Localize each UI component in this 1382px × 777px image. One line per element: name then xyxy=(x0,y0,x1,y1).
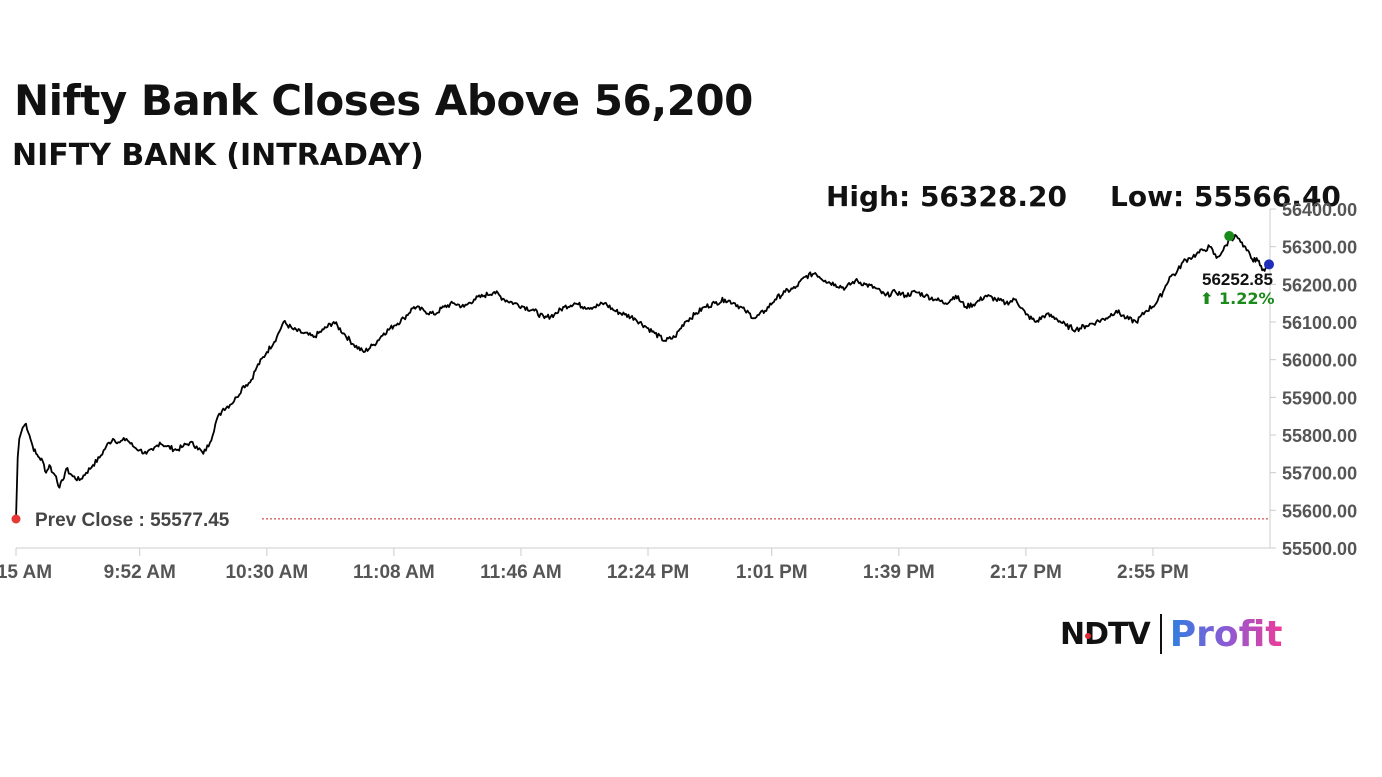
x-tick-label: 2:55 PM xyxy=(1117,562,1189,583)
y-tick-label: 55700.00 xyxy=(1282,464,1357,484)
x-tick-label: 1:01 PM xyxy=(736,562,808,583)
x-tick-label: 1:39 PM xyxy=(863,562,935,583)
y-tick-label: 56000.00 xyxy=(1282,351,1357,371)
y-axis-ticks: 56400.00 56300.00 56200.00 56100.00 56000.00… xyxy=(1270,200,1357,559)
logo-ndtv-wordmark: NDTV xyxy=(1060,616,1151,652)
chart-axes xyxy=(16,209,1271,549)
logo-divider xyxy=(1159,614,1162,654)
y-tick-label: 56400.00 xyxy=(1282,200,1357,220)
last-price-label: 56252.85 xyxy=(1202,270,1273,289)
x-tick-label: 11:08 AM xyxy=(353,562,435,583)
logo-profit-wordmark: Profit xyxy=(1169,613,1283,655)
ndtv-profit-logo: NDTV Profit xyxy=(1060,612,1282,656)
headline: Nifty Bank Closes Above 56,200 xyxy=(14,76,753,125)
x-tick-label: 9:15 AM xyxy=(0,562,52,583)
price-series-line xyxy=(15,233,1271,520)
y-tick-label: 55500.00 xyxy=(1282,539,1357,559)
x-tick-label: 9:52 AM xyxy=(104,562,176,583)
y-tick-label: 55600.00 xyxy=(1282,501,1357,521)
last-price-marker xyxy=(1264,259,1274,270)
logo-red-dot xyxy=(1085,632,1091,639)
day-high-label: High: 56328.20 xyxy=(826,180,1067,213)
x-axis-ticks: 9:15 AM 9:52 AM 10:30 AM 11:08 AM 11:46 AM 12… xyxy=(0,548,1189,583)
prev-close-label: Prev Close : 55577.45 xyxy=(35,510,230,531)
chart-subtitle: NIFTY BANK (INTRADAY) xyxy=(12,138,424,173)
open-marker xyxy=(11,514,21,524)
y-tick-label: 55800.00 xyxy=(1282,426,1357,446)
y-tick-label: 55900.00 xyxy=(1282,388,1357,408)
day-high-marker xyxy=(1224,231,1235,242)
x-tick-label: 2:17 PM xyxy=(990,562,1062,583)
x-tick-label: 12:24 PM xyxy=(607,562,689,583)
percent-change-label: ⬆ 1.22% xyxy=(1200,289,1274,308)
day-low-label: Low: 55566.40 xyxy=(1110,180,1341,213)
x-tick-label: 10:30 AM xyxy=(225,562,308,583)
y-tick-label: 56300.00 xyxy=(1282,238,1357,258)
y-tick-label: 56100.00 xyxy=(1282,313,1357,333)
y-tick-label: 56200.00 xyxy=(1282,275,1357,295)
x-tick-label: 11:46 AM xyxy=(480,562,562,583)
